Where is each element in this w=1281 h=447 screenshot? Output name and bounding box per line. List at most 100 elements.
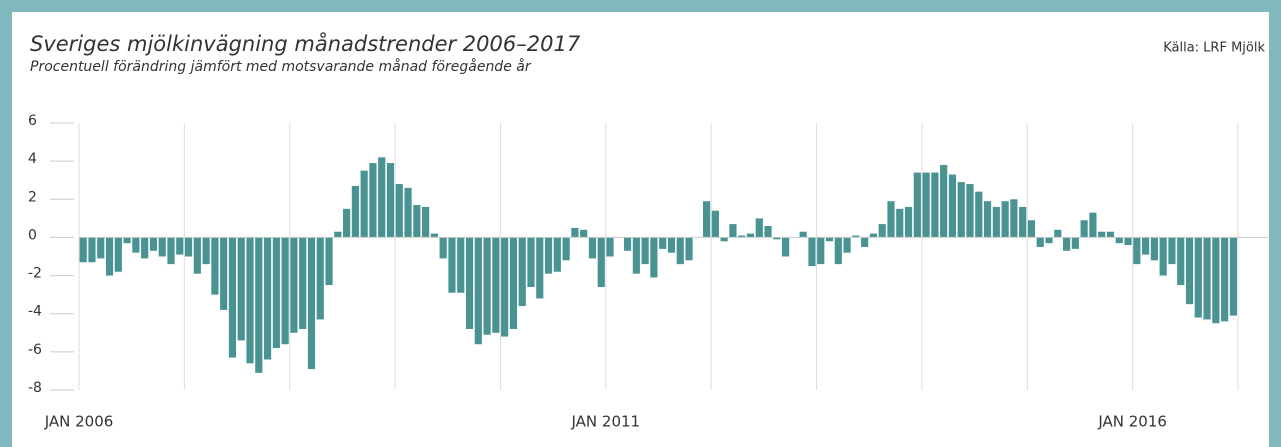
- bar: [904, 206, 913, 238]
- y-tick-label: 4: [28, 151, 37, 167]
- bar: [369, 163, 377, 238]
- bar: [817, 237, 825, 265]
- bar: [992, 206, 1000, 238]
- bar: [378, 157, 386, 238]
- bar: [1177, 237, 1185, 286]
- bar: [580, 229, 588, 238]
- bar: [1133, 237, 1141, 265]
- bar: [1010, 199, 1018, 238]
- x-tick-label: JAN 2011: [571, 413, 641, 431]
- bar: [430, 233, 438, 238]
- bar: [1019, 206, 1027, 238]
- bar: [1221, 237, 1229, 322]
- bar: [834, 237, 842, 265]
- bar: [228, 237, 237, 358]
- bar: [623, 237, 632, 251]
- bar: [1027, 220, 1036, 238]
- bar: [1212, 237, 1220, 324]
- bar: [395, 184, 403, 238]
- bar: [422, 206, 430, 238]
- bar: [1124, 237, 1132, 246]
- bar: [316, 237, 324, 320]
- bar: [606, 237, 614, 257]
- bar: [272, 237, 280, 349]
- bar: [685, 237, 693, 261]
- bar: [755, 218, 763, 238]
- bar: [193, 237, 201, 274]
- bar: [597, 237, 605, 288]
- bar: [518, 237, 526, 307]
- bar: [913, 172, 921, 238]
- y-tick-label: 2: [28, 189, 37, 205]
- bar: [966, 184, 974, 238]
- bar: [957, 182, 965, 238]
- bar: [1203, 237, 1211, 320]
- bar: [255, 237, 263, 373]
- bar: [105, 237, 114, 276]
- bar: [509, 237, 518, 329]
- bar: [799, 231, 807, 238]
- bar: [764, 225, 772, 238]
- bar: [878, 224, 886, 238]
- bar: [808, 237, 816, 267]
- bar: [1106, 231, 1115, 238]
- bar: [220, 237, 228, 310]
- bar: [386, 163, 395, 238]
- bar: [861, 237, 869, 247]
- bar: [975, 191, 983, 238]
- bar: [729, 224, 737, 238]
- bar: [667, 237, 676, 253]
- bar: [720, 237, 728, 242]
- bar: [167, 237, 175, 265]
- bar: [343, 208, 351, 238]
- bar: [132, 237, 140, 253]
- bar: [1115, 237, 1123, 244]
- bar: [439, 237, 447, 259]
- y-tick-label: -4: [28, 304, 42, 320]
- bar: [588, 237, 597, 259]
- source: Källa: LRF Mjölk: [1163, 41, 1265, 56]
- bar: [281, 237, 289, 345]
- bar: [571, 227, 579, 238]
- bar: [843, 237, 851, 253]
- bar: [948, 174, 957, 238]
- bar: [334, 231, 342, 238]
- bar: [1089, 212, 1097, 238]
- bar: [1001, 201, 1009, 238]
- bar: [1071, 237, 1079, 249]
- bar: [711, 210, 719, 238]
- y-tick-label: 0: [28, 227, 37, 243]
- bar: [360, 170, 368, 238]
- bar: [1054, 229, 1062, 238]
- bar: [149, 237, 158, 251]
- bar: [1150, 237, 1158, 261]
- bar: [97, 237, 105, 259]
- bar: [404, 187, 412, 238]
- bar: [1062, 237, 1071, 251]
- bar: [176, 237, 184, 255]
- bar: [1229, 237, 1237, 316]
- bar: [544, 237, 553, 274]
- bar: [202, 237, 210, 265]
- bar: [211, 237, 219, 295]
- bar: [1168, 237, 1176, 265]
- bar: [465, 237, 474, 329]
- y-tick-label: -6: [28, 342, 42, 358]
- bar: [1159, 237, 1167, 276]
- bar: [1036, 237, 1044, 247]
- bar: [413, 205, 421, 238]
- bar: [896, 208, 904, 238]
- bar: [773, 237, 781, 240]
- bar: [123, 237, 131, 244]
- bar: [88, 237, 96, 263]
- bar: [562, 237, 570, 261]
- bar: [492, 237, 500, 333]
- bar: [483, 237, 491, 335]
- chart-subtitle: Procentuell förändring jämfört med motsv…: [30, 58, 532, 75]
- bar: [746, 233, 755, 238]
- y-tick-label: 6: [28, 113, 37, 129]
- bar: [1185, 237, 1194, 305]
- bar: [887, 201, 895, 238]
- bar: [641, 237, 649, 265]
